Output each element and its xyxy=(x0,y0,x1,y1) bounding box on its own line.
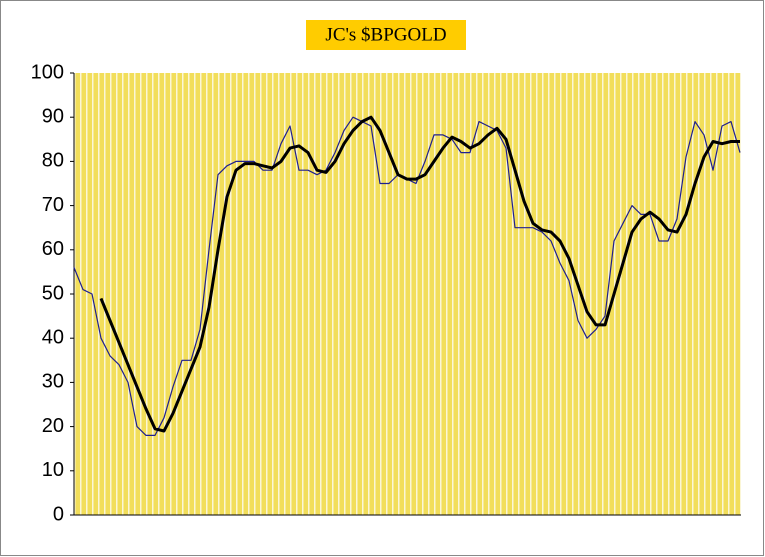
chart-title: JC's $BPGOLD xyxy=(325,24,446,45)
y-tick-label: 10 xyxy=(42,459,64,481)
title-box xyxy=(306,20,466,50)
y-tick-label: 80 xyxy=(42,150,64,172)
y-tick-label: 30 xyxy=(42,371,64,393)
y-tick-label: 90 xyxy=(42,105,64,127)
series-line xyxy=(99,115,740,433)
y-tick-label: 20 xyxy=(42,415,64,437)
y-tick-label: 50 xyxy=(42,282,64,304)
y-tick-label: 40 xyxy=(42,326,64,348)
y-tick-label: 0 xyxy=(53,503,64,525)
y-tick-label: 60 xyxy=(42,238,64,260)
y-tick-label: 100 xyxy=(31,61,64,83)
plot-area xyxy=(74,73,741,515)
y-tick-label: 70 xyxy=(42,194,64,216)
